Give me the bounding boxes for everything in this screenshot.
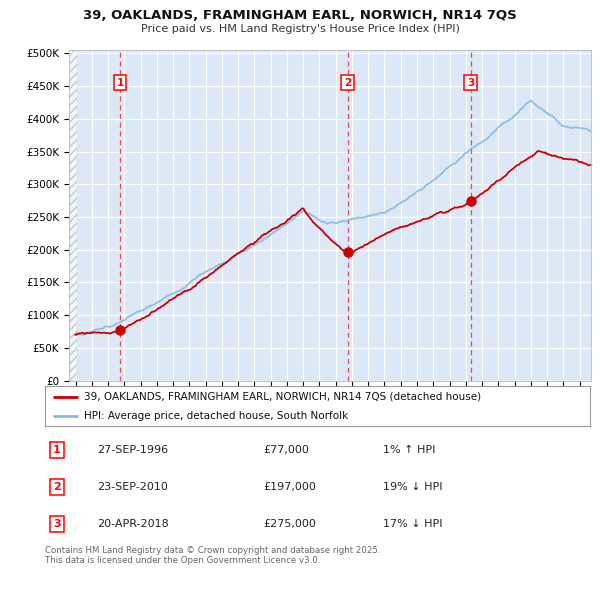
Text: 1: 1 [53, 445, 61, 455]
Text: HPI: Average price, detached house, South Norfolk: HPI: Average price, detached house, Sout… [84, 411, 349, 421]
Text: 39, OAKLANDS, FRAMINGHAM EARL, NORWICH, NR14 7QS (detached house): 39, OAKLANDS, FRAMINGHAM EARL, NORWICH, … [84, 392, 481, 402]
Text: 27-SEP-1996: 27-SEP-1996 [97, 445, 168, 455]
Text: 39, OAKLANDS, FRAMINGHAM EARL, NORWICH, NR14 7QS: 39, OAKLANDS, FRAMINGHAM EARL, NORWICH, … [83, 9, 517, 22]
Text: £275,000: £275,000 [263, 519, 316, 529]
Text: 2: 2 [344, 78, 351, 88]
Text: 20-APR-2018: 20-APR-2018 [97, 519, 169, 529]
Text: 1% ↑ HPI: 1% ↑ HPI [383, 445, 435, 455]
Text: 3: 3 [53, 519, 61, 529]
Text: 2: 2 [53, 481, 61, 491]
Text: 19% ↓ HPI: 19% ↓ HPI [383, 481, 442, 491]
Text: 23-SEP-2010: 23-SEP-2010 [97, 481, 167, 491]
Text: £197,000: £197,000 [263, 481, 316, 491]
Text: Price paid vs. HM Land Registry's House Price Index (HPI): Price paid vs. HM Land Registry's House … [140, 24, 460, 34]
Bar [69, 50, 77, 381]
Text: Contains HM Land Registry data © Crown copyright and database right 2025.
This d: Contains HM Land Registry data © Crown c… [45, 546, 380, 565]
Text: 17% ↓ HPI: 17% ↓ HPI [383, 519, 442, 529]
Text: 1: 1 [116, 78, 124, 88]
Text: £77,000: £77,000 [263, 445, 309, 455]
Text: 3: 3 [467, 78, 474, 88]
